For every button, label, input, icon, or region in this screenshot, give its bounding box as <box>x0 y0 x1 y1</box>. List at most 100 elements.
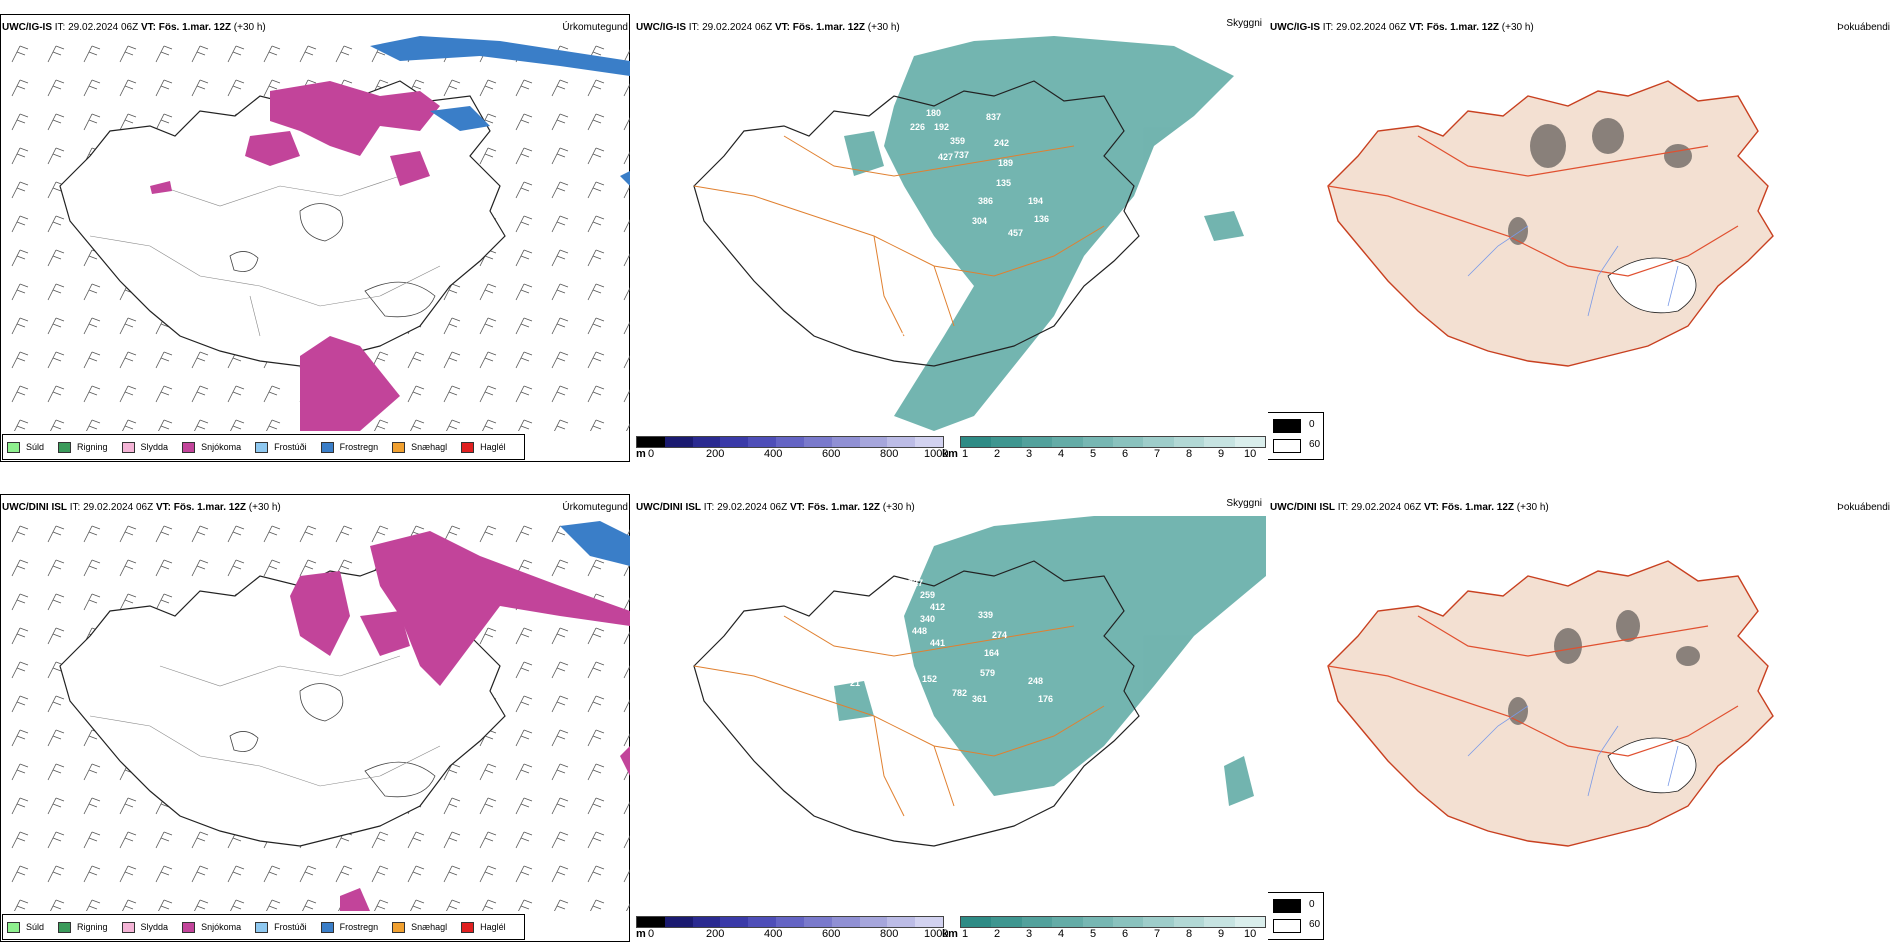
wind-barb <box>11 215 29 233</box>
wind-barb <box>155 559 173 577</box>
panel-header: UWC/IG-IS IT: 29.02.2024 06Z VT: Fös. 1.… <box>636 22 900 33</box>
visibility-value-label: 135 <box>996 178 1011 188</box>
wind-barb <box>587 113 605 131</box>
wind-barb <box>11 831 29 849</box>
wind-barb <box>47 797 65 815</box>
wind-barb <box>83 113 101 131</box>
legend-item-sudd: Súld <box>7 441 44 453</box>
visibility-value-label: 408 <box>902 328 917 338</box>
wind-barb <box>587 215 605 233</box>
wind-barb <box>551 661 569 679</box>
wind-barb <box>47 729 65 747</box>
fog-index-legend: 0 60 <box>1268 892 1324 940</box>
wind-barb <box>410 419 425 431</box>
wind-barb <box>155 45 173 63</box>
wind-barb <box>155 79 173 97</box>
legend-item-snjokoma: Snjókoma <box>182 921 241 933</box>
wind-barb <box>11 351 29 369</box>
wind-barb <box>515 831 533 849</box>
panel-header: UWC/IG-IS IT: 29.02.2024 06Z VT: Fös. 1.… <box>1270 22 1534 33</box>
wind-barb <box>587 559 605 577</box>
wind-barb <box>119 525 137 543</box>
it-value: 29.02.2024 06Z <box>83 502 154 513</box>
wind-barb <box>623 219 630 233</box>
panel-header: UWC/IG-IS IT: 29.02.2024 06Z VT: Fös. 1.… <box>2 22 266 33</box>
wind-barb <box>11 113 29 131</box>
wind-barb <box>11 385 29 403</box>
vt-label: VT: Fös. 1.mar. 12Z <box>1423 502 1515 513</box>
model-name: UWC/IG-IS <box>1270 22 1320 33</box>
visibility-value-label: 427 <box>938 152 953 162</box>
fog-index-legend: 0 60 <box>1268 412 1324 460</box>
legend-item-rigning: Rigning <box>58 441 108 453</box>
wind-barb <box>554 419 569 431</box>
wind-barb <box>119 385 137 403</box>
iceland-coastline <box>693 80 1140 367</box>
wind-barb <box>11 249 29 267</box>
precip-type-legend: Súld Rigning Slydda Snjókoma Frostúði Fr… <box>2 434 525 460</box>
visibility-value-label: 340 <box>920 614 935 624</box>
wind-barb <box>83 865 101 883</box>
visibility-value-label: 176 <box>1038 694 1053 704</box>
legend-item-hagl: Haglél <box>461 921 506 933</box>
wind-barb <box>623 665 630 679</box>
visibility-scale-km <box>960 916 1266 928</box>
wind-barb <box>623 699 630 713</box>
wind-barb <box>515 249 533 267</box>
wind-barb <box>14 419 29 431</box>
visibility-value-label: 441 <box>930 638 945 648</box>
wind-barb <box>443 317 461 335</box>
wind-barb <box>407 385 425 403</box>
wind-barb <box>623 117 630 131</box>
it-value: 29.02.2024 06Z <box>1351 502 1422 513</box>
wind-barb <box>119 79 137 97</box>
road-network <box>1327 135 1739 277</box>
visibility-fill <box>834 516 1266 806</box>
it-value: 29.02.2024 06Z <box>1336 22 1407 33</box>
wind-barb <box>47 593 65 611</box>
wind-barb <box>47 695 65 713</box>
lead-time: (+30 h) <box>882 502 915 513</box>
wind-barb <box>47 215 65 233</box>
wind-barb <box>515 695 533 713</box>
visibility-value-label: 457 <box>1008 228 1023 238</box>
wind-barb <box>374 419 389 431</box>
wind-barb <box>227 559 245 577</box>
wind-barb <box>11 661 29 679</box>
wind-barb <box>119 351 137 369</box>
wind-barb <box>626 903 630 911</box>
wind-barb <box>479 831 497 849</box>
wind-barb <box>443 283 461 301</box>
lead-time: (+30 h) <box>1501 22 1534 33</box>
wind-barb <box>587 661 605 679</box>
wind-barb <box>515 113 533 131</box>
wind-barb <box>515 385 533 403</box>
wind-barb <box>299 865 317 883</box>
road-network <box>693 135 1105 337</box>
wind-barb <box>83 593 101 611</box>
visibility-scale-m <box>636 916 944 928</box>
lead-time: (+30 h) <box>867 22 900 33</box>
wind-barb <box>83 317 101 335</box>
wind-barb <box>551 317 569 335</box>
wind-barb <box>47 249 65 267</box>
wind-barb <box>443 831 461 849</box>
wind-barb <box>587 831 605 849</box>
wind-barb <box>551 181 569 199</box>
wind-barb <box>47 113 65 131</box>
wind-barb <box>47 385 65 403</box>
wind-barb <box>407 865 425 883</box>
wind-barb <box>587 283 605 301</box>
wind-barb <box>551 797 569 815</box>
wind-barb <box>14 899 29 911</box>
vt-label: VT: Fös. 1.mar. 12Z <box>155 502 247 513</box>
legend-item-snaehagl: Snæhagl <box>392 441 447 453</box>
lead-time: (+30 h) <box>233 22 266 33</box>
wind-barb <box>623 631 630 645</box>
wind-barb <box>47 831 65 849</box>
wind-barb <box>119 831 137 849</box>
wind-barb <box>227 45 245 63</box>
panel-title: Úrkomutegund <box>562 22 628 33</box>
wind-barb <box>443 79 461 97</box>
wind-barb <box>551 147 569 165</box>
